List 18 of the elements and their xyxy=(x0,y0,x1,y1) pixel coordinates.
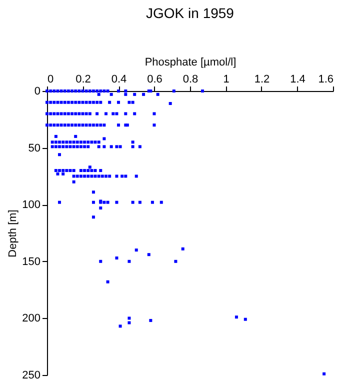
chart-title: JGOK in 1959 xyxy=(146,5,234,21)
y-tick-label: 50 xyxy=(28,142,40,154)
y-tick-label: 0 xyxy=(34,86,40,98)
x-tick-label: 1.6 xyxy=(318,74,334,86)
x-axis-title: Phosphate [µmol/l] xyxy=(144,56,236,68)
x-tick-label: 0.2 xyxy=(76,74,91,86)
y-tick-label: 250 xyxy=(22,370,40,382)
y-tick-label: 150 xyxy=(22,256,40,268)
x-tick-label: 1.2 xyxy=(254,74,270,86)
x-tick-label: 1 xyxy=(223,74,230,86)
y-axis-title: Depth [m] xyxy=(7,210,20,258)
x-tick-label: 1.4 xyxy=(290,74,306,86)
x-tick-label: 0.8 xyxy=(182,74,198,86)
x-tick-label: 0.6 xyxy=(147,74,162,86)
x-tick-label: 0.4 xyxy=(111,74,127,86)
x-tick-label: 0 xyxy=(48,74,54,86)
y-tick-label: 100 xyxy=(22,199,40,212)
y-tick-label: 200 xyxy=(22,312,40,325)
